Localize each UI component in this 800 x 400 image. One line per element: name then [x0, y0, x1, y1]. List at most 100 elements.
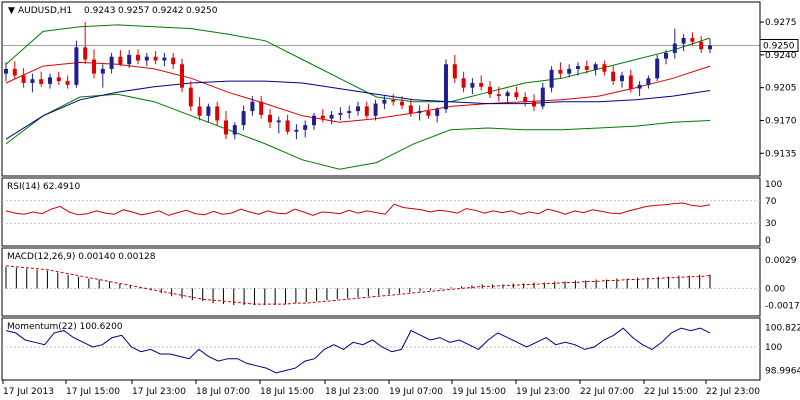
- candle-body: [153, 56, 158, 61]
- time-tick-label: 19 Jul 23:00: [516, 387, 570, 397]
- macd-tick-label: -0.00173: [765, 301, 800, 311]
- rsi-line: [5, 202, 711, 216]
- mom-frame: [1, 317, 761, 381]
- price-frame: [1, 1, 761, 177]
- candle-body: [83, 47, 88, 60]
- rsi-frame: [1, 177, 761, 247]
- price-tick-label: 0.9170: [765, 116, 797, 126]
- macd-panel[interactable]: 0.0029 0.00 -0.00173: [2, 256, 800, 311]
- candle-body: [92, 59, 96, 74]
- candle-body: [400, 101, 404, 106]
- time-tick-label: 22 Jul 07:00: [580, 387, 634, 397]
- price-panel[interactable]: 0.9275 0.9240 0.9205 0.9170 0.9135 0.9250: [2, 18, 799, 170]
- candle-body: [188, 87, 193, 107]
- candle-body: [646, 78, 651, 85]
- candle-body: [444, 64, 448, 110]
- candle-body: [197, 106, 202, 116]
- momentum-panel[interactable]: 100.8229 100 98.9964: [2, 324, 800, 377]
- rsi-tick-label: 30: [765, 219, 777, 229]
- candle-body: [356, 106, 360, 112]
- time-tick-label: 18 Jul 07:00: [196, 387, 250, 397]
- candle-body: [611, 71, 616, 82]
- momentum-tick-label: 98.9964: [765, 367, 800, 377]
- candle-body: [681, 37, 686, 44]
- price-title-arrow-icon[interactable]: ▼: [8, 6, 15, 16]
- candle-body: [373, 103, 378, 116]
- price-tick-label: 0.9205: [765, 84, 797, 94]
- candle-body: [417, 111, 422, 113]
- time-tick-label: 18 Jul 23:00: [325, 387, 379, 397]
- candle-body: [408, 105, 413, 113]
- candle-body: [224, 120, 228, 135]
- candle-body: [30, 79, 35, 83]
- candle-body: [4, 68, 8, 74]
- last-price-label: 0.9250: [763, 41, 795, 51]
- candle-body: [505, 92, 510, 97]
- candle-body: [144, 56, 149, 61]
- candle-body: [100, 68, 105, 74]
- time-tick-label: 17 Jul 15:00: [66, 387, 120, 397]
- macd-signal-line: [5, 265, 711, 305]
- momentum-tick-label: 100: [765, 343, 782, 353]
- momentum-tick-label: 100.8229: [765, 324, 800, 334]
- bollinger-lower-line: [5, 93, 711, 170]
- candle-body: [56, 77, 61, 82]
- momentum-line: [5, 327, 711, 374]
- candle-body: [338, 112, 343, 115]
- candle-body: [48, 77, 52, 84]
- candle-body: [268, 114, 272, 123]
- candle-body: [347, 111, 352, 113]
- time-tick-label: 19 Jul 07:00: [389, 387, 443, 397]
- candle-body: [21, 75, 26, 83]
- moving-average-red-line: [5, 61, 711, 123]
- candle-body: [593, 64, 598, 70]
- candle-body: [285, 120, 290, 132]
- ohlc-low: 0.9242: [152, 6, 184, 16]
- candle-body: [259, 101, 264, 115]
- candle-body: [276, 120, 281, 123]
- candle-body: [620, 75, 624, 82]
- candle-body: [118, 56, 123, 65]
- candle-body: [294, 129, 299, 132]
- candle-body: [558, 69, 563, 74]
- momentum-title: Momentum(22) 100.6200: [7, 322, 123, 332]
- candle-body: [215, 106, 220, 121]
- candle-body: [162, 57, 167, 61]
- candle-body: [65, 81, 70, 85]
- candle-body: [672, 43, 677, 53]
- candle-body: [303, 125, 308, 130]
- price-tick-label: 0.9240: [765, 51, 797, 61]
- time-tick-label: 17 Jul 2013: [3, 387, 54, 397]
- candle-body: [109, 56, 114, 69]
- ohlc-open: 0.9243: [84, 6, 116, 16]
- candle-body: [540, 87, 545, 107]
- candle-body: [523, 97, 528, 102]
- bollinger-upper-line: [5, 24, 711, 103]
- rsi-tick-label: 100: [765, 180, 782, 190]
- candle-body: [549, 69, 554, 88]
- candle-body: [12, 68, 17, 76]
- price-title: AUDUSD,H1: [18, 6, 72, 16]
- macd-tick-label: 0.00: [765, 284, 785, 294]
- time-tick-label: 17 Jul 23:00: [132, 387, 186, 397]
- time-tick-label: 18 Jul 15:00: [260, 387, 314, 397]
- candle-body: [567, 68, 572, 74]
- candle-body: [74, 47, 79, 85]
- candle-body: [320, 115, 325, 119]
- candle-body: [637, 84, 642, 89]
- candle-body: [532, 101, 536, 107]
- time-tick-label: 22 Jul 15:00: [644, 387, 698, 397]
- last-price-tag: [759, 38, 799, 52]
- ohlc-close: 0.9250: [186, 6, 218, 16]
- time-axis: 17 Jul 2013 17 Jul 15:00 17 Jul 23:00 18 Ju…: [2, 380, 760, 397]
- rsi-tick-label: 70: [765, 197, 777, 207]
- candle-body: [584, 66, 589, 70]
- candle-body: [391, 99, 396, 102]
- ohlc-high: 0.9257: [118, 6, 150, 16]
- candle-body: [364, 106, 369, 116]
- candle-body: [39, 79, 44, 84]
- rsi-panel[interactable]: 100 70 30 0: [2, 180, 782, 246]
- moving-average-blue-line: [5, 80, 711, 140]
- candle-body: [241, 111, 246, 126]
